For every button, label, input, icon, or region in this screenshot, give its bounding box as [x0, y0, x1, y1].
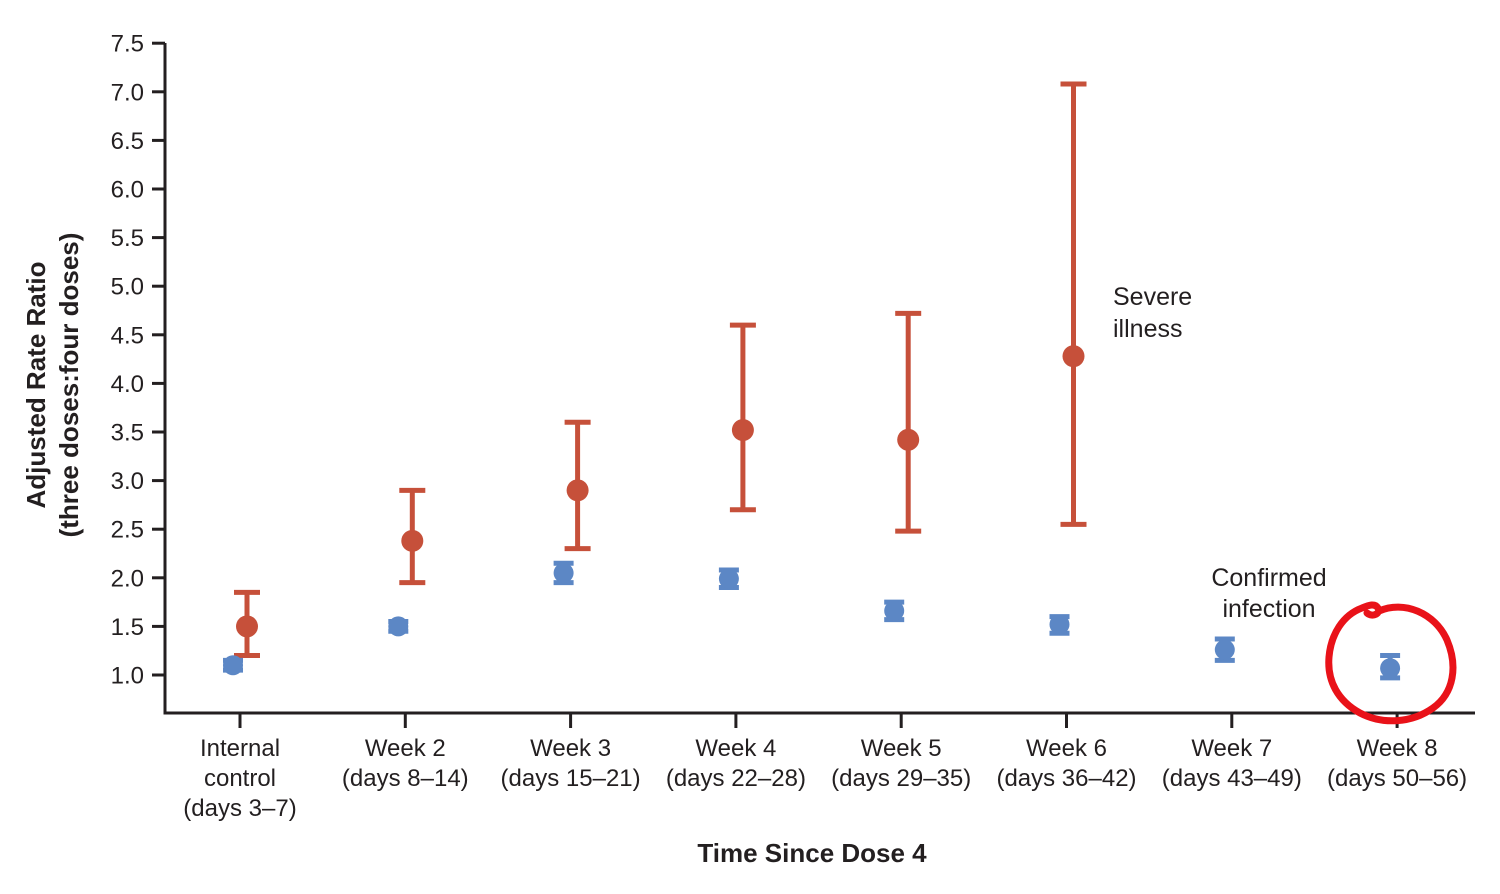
x-category-label: Week 7: [1191, 735, 1272, 762]
y-tick-label: 1.0: [111, 663, 144, 690]
y-tick-label: 3.0: [111, 468, 144, 495]
severe-illness-point: [897, 428, 920, 451]
x-category-label: Internal: [200, 735, 280, 762]
severe-illness-point: [731, 419, 754, 442]
severe-illness-point: [401, 529, 424, 552]
confirmed-infection-point: [223, 655, 243, 676]
y-tick-label: 2.5: [111, 517, 144, 544]
x-category-label: Week 4: [695, 735, 776, 762]
y-tick-label: 3.5: [111, 420, 144, 447]
confirmed-infection-point: [553, 562, 574, 583]
confirmed-infection-point: [1214, 639, 1235, 660]
y-tick-label: 7.0: [111, 79, 144, 106]
x-category-label: Week 2: [365, 735, 446, 762]
x-category-label: Week 3: [530, 735, 611, 762]
confirmed-infection-point: [1380, 658, 1401, 679]
x-category-label: (days 50–56): [1327, 765, 1467, 792]
y-axis-title-line2: (three doses:four doses): [54, 233, 84, 538]
severe-illness-point: [566, 479, 589, 502]
confirmed-infection-label-line1: Confirmed: [1211, 564, 1326, 592]
severe-illness-label-line2: illness: [1113, 315, 1182, 343]
y-tick-label: 4.0: [111, 371, 144, 398]
axes-layer: 1.0 1.5 2.0 2.5 3.0 3.5 4.0 4.5 5.0 5.5 6.0 6.5 7.0 7…: [111, 31, 1475, 822]
x-axis-title: Time Since Dose 4: [697, 838, 927, 868]
y-tick-label: 6.0: [111, 177, 144, 204]
confirmed-infection-point: [718, 568, 739, 589]
x-category-label: Week 8: [1357, 735, 1438, 762]
hand-drawn-circle-annotation: [1325, 601, 1457, 725]
confirmed-infection-point: [388, 616, 409, 637]
y-tick-label: 6.5: [111, 128, 144, 155]
severe-illness-label-line1: Severe: [1113, 283, 1192, 311]
severe-illness-point: [1062, 345, 1085, 368]
confirmed-infection-label-line2: infection: [1222, 595, 1315, 623]
x-category-label: (days 43–49): [1162, 765, 1302, 792]
severe-illness-point: [236, 615, 258, 638]
y-axis-title-line1: Adjusted Rate Ratio: [21, 261, 51, 508]
confirmed-infection-point: [1049, 614, 1070, 635]
x-category-label: Week 5: [861, 735, 942, 762]
x-category-label: (days 36–42): [996, 765, 1136, 792]
series-layer: [223, 81, 1401, 681]
y-tick-label: 5.0: [111, 274, 144, 301]
x-category-label: (days 8–14): [342, 765, 469, 792]
x-category-label: (days 3–7): [183, 795, 296, 822]
x-category-label: (days 29–35): [831, 765, 971, 792]
y-tick-label: 7.5: [111, 31, 144, 58]
x-category-label: (days 15–21): [501, 765, 641, 792]
y-tick-label: 4.5: [111, 322, 144, 349]
y-tick-label: 1.5: [111, 614, 144, 641]
x-category-label: control: [204, 765, 276, 792]
confirmed-infection-point: [884, 600, 905, 621]
y-tick-label: 2.0: [111, 565, 144, 592]
x-category-label: Week 6: [1026, 735, 1107, 762]
x-category-label: (days 22–28): [666, 765, 806, 792]
y-tick-label: 5.5: [111, 225, 144, 252]
